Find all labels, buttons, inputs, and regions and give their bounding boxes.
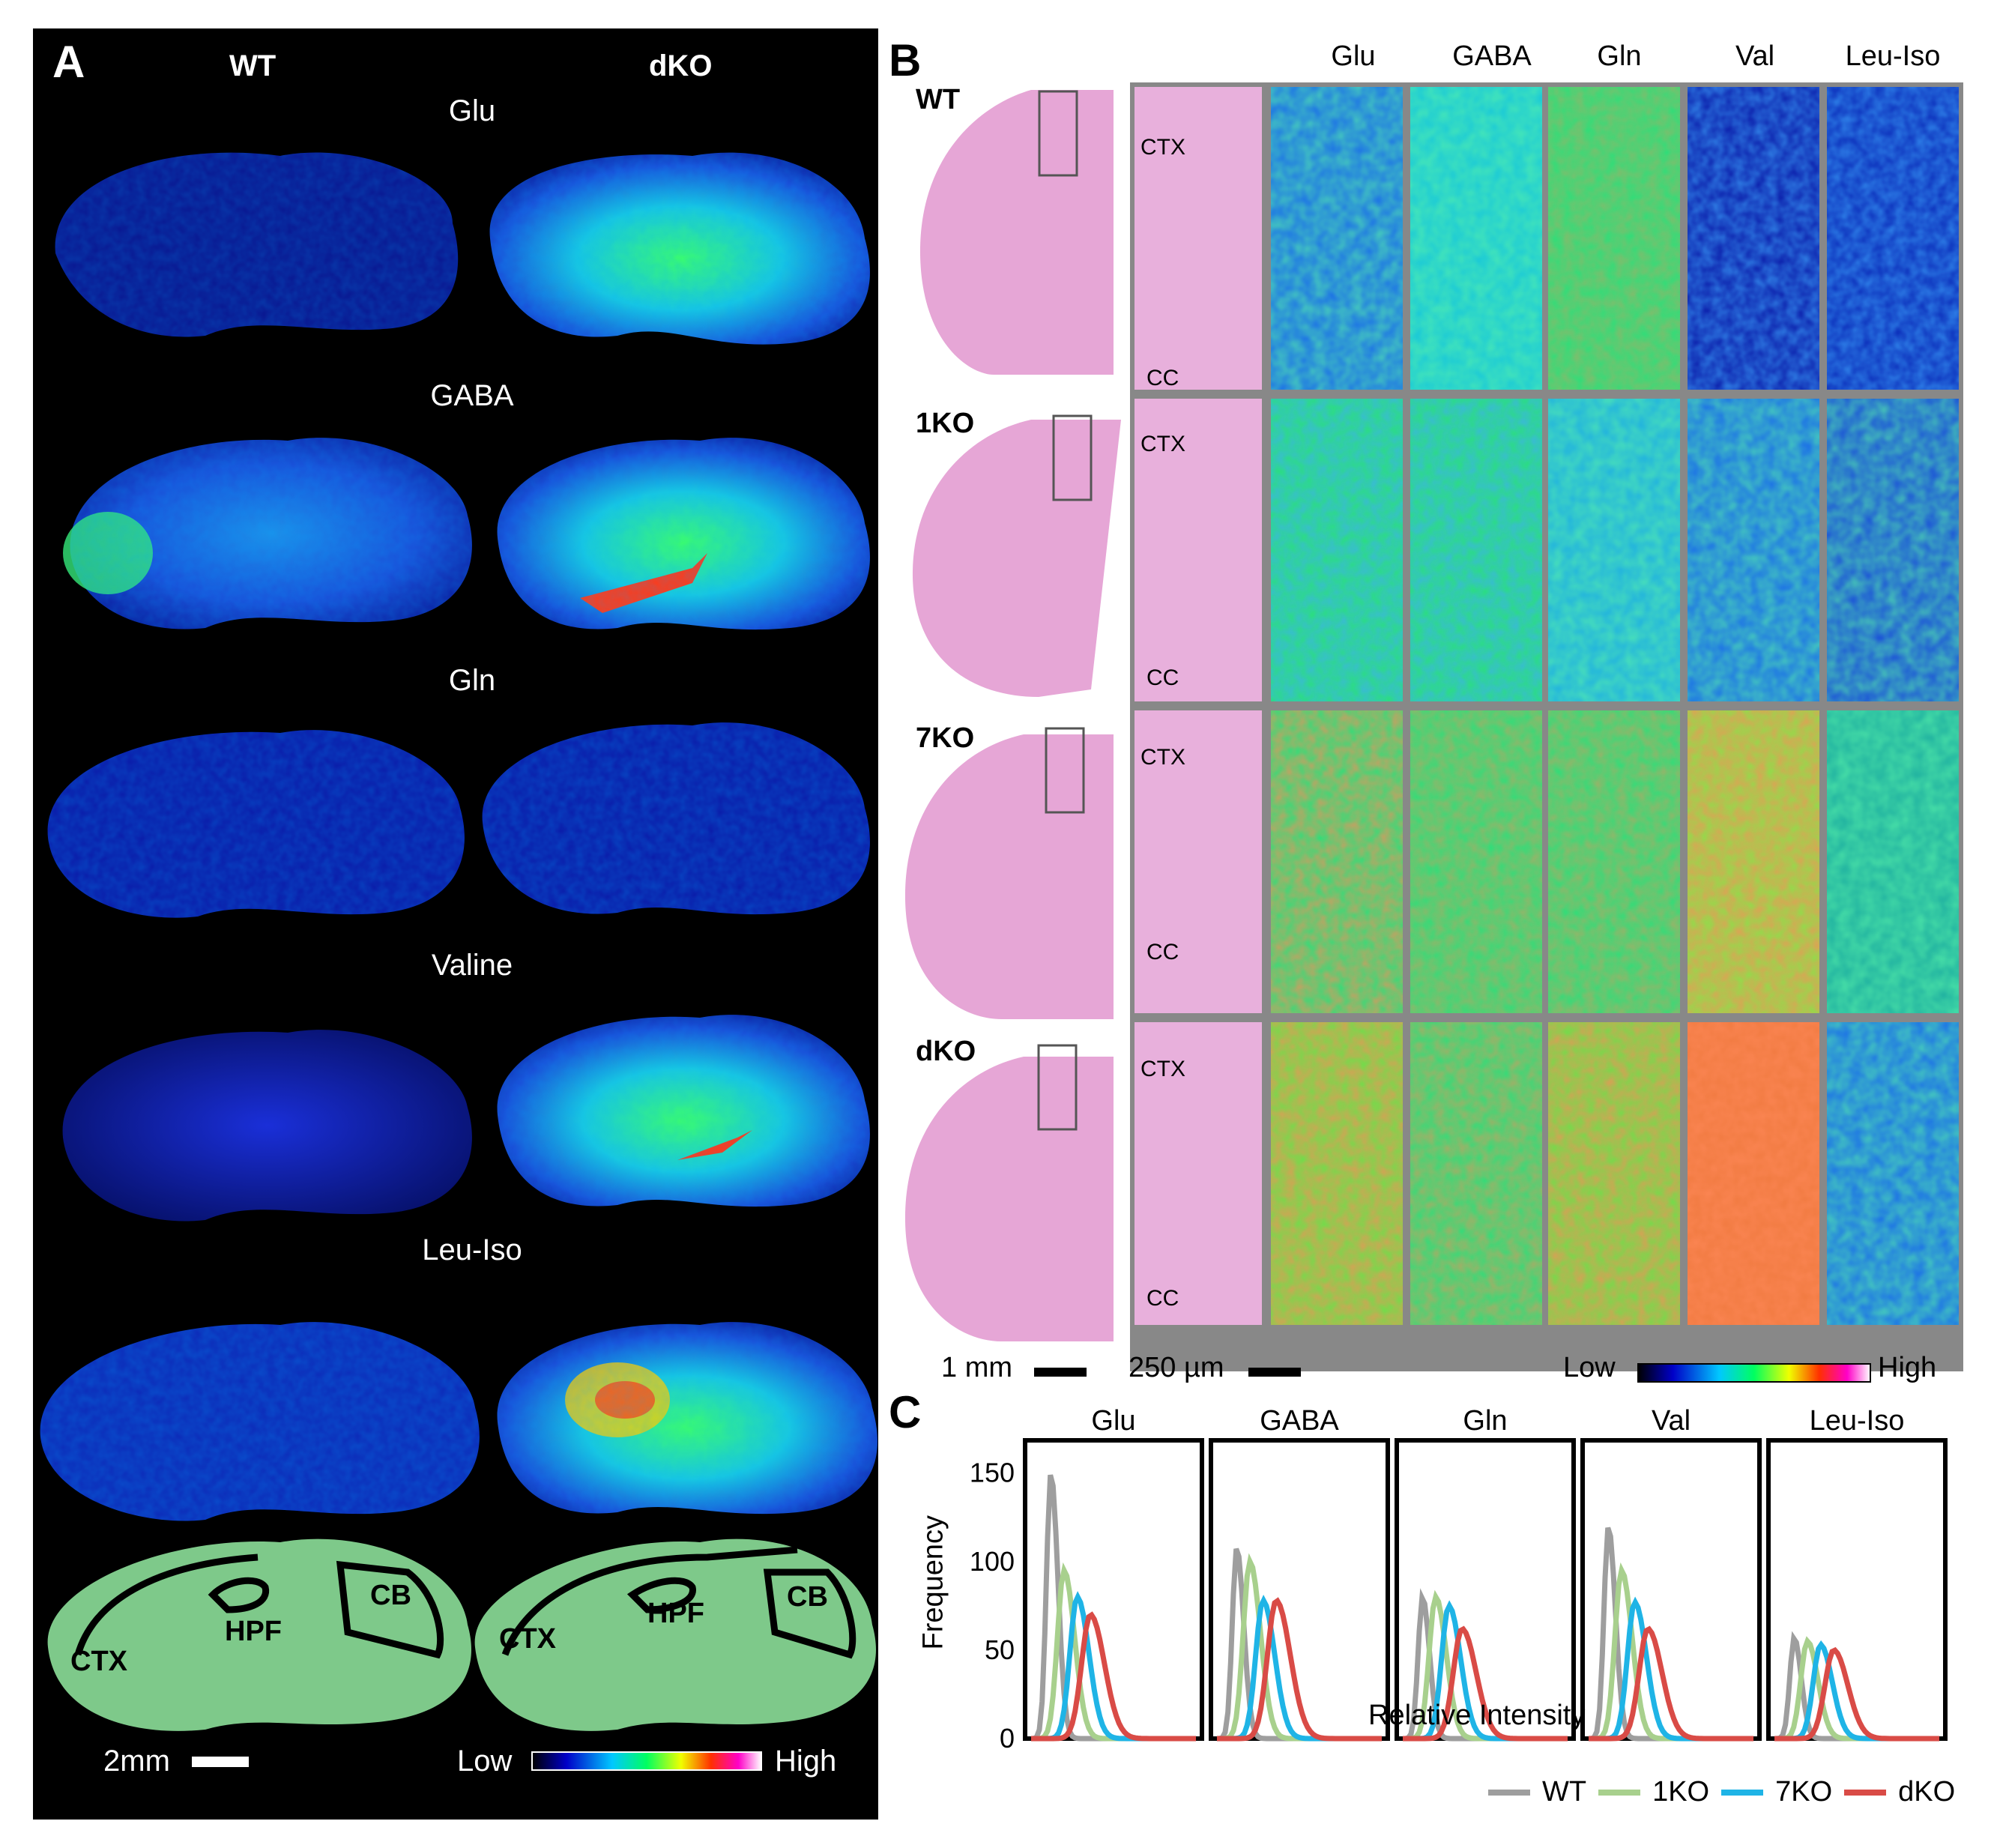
he-section-1ko xyxy=(912,414,1121,697)
he-section-dko xyxy=(904,1044,1114,1341)
b-col-val: Val xyxy=(1735,40,1775,72)
b-cc-7ko: CC xyxy=(1146,940,1179,964)
b-ctx-1ko: CTX xyxy=(1140,432,1185,456)
histogram-panel-title: Leu-Iso xyxy=(1810,1405,1905,1437)
col-header-wt: WT xyxy=(229,49,277,82)
brain-dko-gln xyxy=(482,722,870,915)
atlas-dko-cb-label: CB xyxy=(787,1581,828,1613)
y-tick-label: 150 xyxy=(970,1458,1015,1488)
atlas-wt-cb-label: CB xyxy=(370,1580,411,1611)
panel-a: A WT dKO Glu GABA Gln Valine Leu-Iso xyxy=(33,28,878,1820)
histogram-panel-title: Gln xyxy=(1463,1405,1507,1437)
histogram-panel-title: GABA xyxy=(1260,1405,1339,1437)
panel-a-letter: A xyxy=(52,37,85,87)
atlas-wt-hpf-label: HPF xyxy=(225,1616,282,1647)
panel-b: B Glu GABA Gln Val Leu-Iso xyxy=(889,30,1983,1386)
y-tick-label: 100 xyxy=(970,1546,1015,1577)
atlas-dko-ctx-label: CTX xyxy=(499,1623,556,1655)
brain-dko-glu xyxy=(489,152,870,345)
histogram-series-dko xyxy=(1589,1625,1753,1742)
legend-swatch-7ko xyxy=(1721,1789,1764,1796)
metabolite-label-glu: Glu xyxy=(448,94,496,127)
panel-c: C 150 100 50 0 Glu GABA Gln Val Leu-Iso Relative… xyxy=(889,1386,1983,1829)
scale-label-b1: 1 mm xyxy=(941,1352,1012,1383)
b-row-wt: WT xyxy=(916,84,961,115)
metabolite-label-gaba: GABA xyxy=(430,379,514,412)
legend-label-7ko: 7KO xyxy=(1775,1776,1833,1808)
colorbar-high-a: High xyxy=(775,1745,837,1778)
brain-wt-valine xyxy=(62,1030,472,1222)
scale-label-b2: 250 µm xyxy=(1129,1352,1224,1383)
histogram-series-dko xyxy=(1403,1625,1568,1742)
b-grid-frame xyxy=(1130,82,1963,1371)
brain-wt-gln xyxy=(47,730,465,918)
b-heatmap-tiles xyxy=(1271,87,1959,1325)
b-ctx-wt: CTX xyxy=(1140,135,1185,160)
panel-c-letter: C xyxy=(889,1387,922,1437)
atlas-wt xyxy=(47,1539,472,1731)
colorbar-a xyxy=(531,1751,762,1771)
metabolite-label-gln: Gln xyxy=(448,664,496,697)
histogram-panel-title: Val xyxy=(1652,1405,1691,1437)
b-cc-wt: CC xyxy=(1146,366,1179,390)
atlas-dko-hpf-label: HPF xyxy=(647,1598,704,1629)
brain-section-maps xyxy=(40,152,877,1771)
legend-swatch-dko xyxy=(1844,1789,1887,1796)
b-ctx-7ko: CTX xyxy=(1140,745,1185,770)
legend-swatch-1ko xyxy=(1598,1789,1641,1796)
metabolite-label-leu-iso: Leu-Iso xyxy=(422,1233,522,1266)
legend-label-1ko: 1KO xyxy=(1652,1776,1710,1808)
col-header-dko: dKO xyxy=(649,49,713,82)
panel-b-graphics xyxy=(904,82,1963,1383)
b-cc-dko: CC xyxy=(1146,1286,1179,1311)
b-col-gaba: GABA xyxy=(1452,40,1532,72)
he-section-7ko xyxy=(904,727,1114,1019)
scale-bar-a xyxy=(192,1757,249,1767)
chart-xlabel: Relative Intensity xyxy=(1368,1700,1586,1731)
brain-dko-valine xyxy=(497,1015,870,1207)
brain-wt-leu-iso xyxy=(40,1322,480,1521)
y-tick-label: 50 xyxy=(985,1634,1015,1665)
scale-label-a: 2mm xyxy=(103,1745,170,1778)
brain-wt-gaba xyxy=(63,438,472,629)
legend-label-wt: WT xyxy=(1542,1776,1587,1808)
colorbar-b xyxy=(1637,1363,1871,1383)
brain-dko-leu-iso xyxy=(497,1322,877,1515)
scale-bar-b2 xyxy=(1248,1368,1301,1377)
histogram-series-dko xyxy=(1031,1611,1196,1742)
b-col-leu-iso: Leu-Iso xyxy=(1845,40,1941,72)
metabolite-label-valine: Valine xyxy=(431,949,513,982)
colorbar-low-b: Low xyxy=(1563,1352,1616,1383)
colorbar-high-b: High xyxy=(1878,1352,1937,1383)
histogram-panel-title: Glu xyxy=(1091,1405,1135,1437)
legend-label-dko: dKO xyxy=(1898,1776,1956,1808)
b-row-dko: dKO xyxy=(916,1036,976,1067)
histogram-series-dko xyxy=(1774,1646,1939,1742)
he-zoom-column xyxy=(1135,87,1262,1325)
chart-ylabel: Frequency xyxy=(917,1515,949,1650)
panel-b-letter: B xyxy=(889,35,922,85)
he-section-wt xyxy=(919,90,1114,375)
b-ctx-dko: CTX xyxy=(1140,1057,1185,1081)
histogram-series-dko xyxy=(1217,1597,1382,1742)
b-col-glu: Glu xyxy=(1331,40,1376,72)
atlas-dko xyxy=(474,1539,876,1731)
b-row-1ko: 1KO xyxy=(916,408,975,439)
chart-legend: WT 1KO 7KO dKO xyxy=(1488,1776,1955,1808)
brain-dko-gaba xyxy=(497,438,870,630)
atlas-wt-ctx-label: CTX xyxy=(70,1646,127,1677)
colorbar-low-a: Low xyxy=(457,1745,513,1778)
brain-wt-glu xyxy=(55,152,459,337)
y-tick-label: 0 xyxy=(1000,1723,1015,1754)
legend-swatch-wt xyxy=(1488,1789,1530,1796)
b-col-gln: Gln xyxy=(1597,40,1642,72)
histogram-chart: 150 100 50 0 Glu GABA Gln Val Leu-Iso xyxy=(970,1405,1948,1754)
histogram-panel-frame xyxy=(1766,1438,1948,1741)
b-row-7ko: 7KO xyxy=(916,722,975,754)
b-cc-1ko: CC xyxy=(1146,665,1179,690)
scale-bar-b1 xyxy=(1034,1368,1087,1377)
